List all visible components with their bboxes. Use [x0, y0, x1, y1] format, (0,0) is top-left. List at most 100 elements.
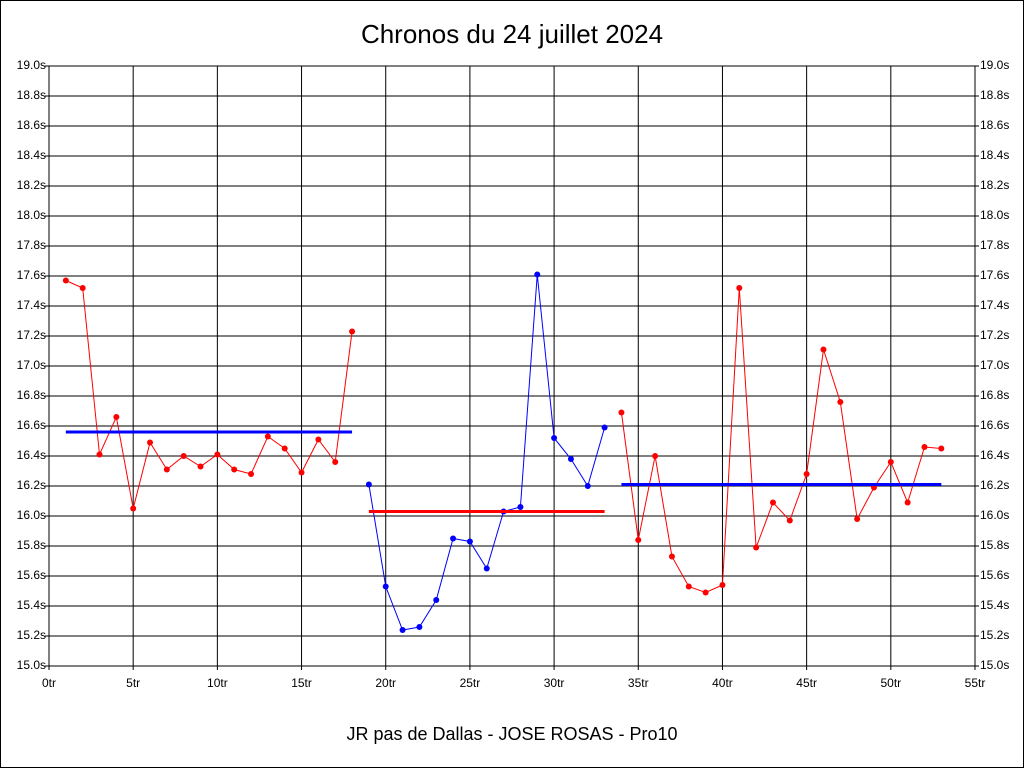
data-point [298, 469, 305, 476]
data-point [837, 399, 844, 405]
series-line [65, 280, 353, 509]
y-tick-label-right: 19.0s [980, 58, 1009, 72]
y-tick-label: 17.6s [17, 268, 46, 282]
x-tick-label: 40tr [712, 676, 733, 690]
data-point [382, 583, 389, 590]
data-point [332, 459, 339, 465]
data-point [113, 414, 120, 420]
data-point [214, 451, 221, 458]
data-point [702, 589, 709, 596]
y-tick-label: 18.2s [17, 178, 46, 192]
y-tick-label: 18.0s [17, 208, 46, 222]
data-point [534, 271, 541, 278]
y-tick-label-right: 16.2s [980, 478, 1009, 492]
data-point [365, 481, 372, 488]
y-tick-label: 18.4s [17, 148, 46, 162]
data-point [551, 435, 558, 441]
y-tick-label-right: 16.4s [980, 448, 1009, 462]
y-tick-label-right: 18.4s [980, 148, 1009, 162]
y-tick-label: 18.6s [17, 118, 46, 132]
x-tick-label: 55tr [965, 676, 986, 690]
data-point [921, 444, 928, 450]
y-tick-label: 16.6s [17, 418, 46, 432]
data-point [163, 466, 170, 473]
data-point [803, 471, 810, 477]
y-tick-label-right: 16.8s [980, 388, 1009, 402]
data-point [517, 504, 524, 510]
y-tick-label: 15.2s [17, 628, 46, 642]
y-tick-label-right: 16.0s [980, 508, 1009, 522]
data-point [62, 277, 69, 284]
y-tick-label: 17.4s [17, 298, 46, 312]
y-tick-label-right: 15.4s [980, 598, 1009, 612]
x-tick-label: 30tr [544, 676, 565, 690]
y-tick-label-right: 17.4s [980, 298, 1009, 312]
y-tick-label-right: 18.6s [980, 118, 1009, 132]
data-point [736, 285, 743, 291]
y-tick-label: 18.8s [17, 88, 46, 102]
y-tick-label-right: 17.8s [980, 238, 1009, 252]
y-tick-label-right: 15.0s [980, 658, 1009, 672]
y-tick-label-right: 17.6s [980, 268, 1009, 282]
y-tick-label: 17.2s [17, 328, 46, 342]
y-tick-label: 17.8s [17, 238, 46, 252]
data-point [668, 553, 675, 560]
y-tick-label-right: 15.2s [980, 628, 1009, 642]
x-tick-label: 0tr [42, 676, 56, 690]
data-point [147, 439, 154, 446]
y-tick-label: 16.0s [17, 508, 46, 522]
data-point [349, 328, 356, 335]
chart-title: Chronos du 24 juillet 2024 [361, 19, 663, 49]
data-point [197, 463, 204, 470]
data-point [618, 409, 625, 416]
data-point [635, 537, 642, 543]
data-point [753, 544, 760, 551]
y-tick-label: 16.4s [17, 448, 46, 462]
y-tick-label-right: 18.0s [980, 208, 1009, 222]
y-tick-label: 15.0s [17, 658, 46, 672]
data-point [315, 436, 322, 443]
data-point [887, 459, 894, 465]
data-point [79, 285, 86, 291]
data-point [264, 433, 271, 440]
series-line [620, 287, 942, 594]
x-tick-label: 20tr [375, 676, 396, 690]
data-point [281, 445, 288, 452]
y-tick-label: 19.0s [17, 58, 46, 72]
data-point [130, 505, 137, 512]
data-point [231, 466, 238, 473]
data-point [685, 583, 692, 590]
y-tick-label-right: 18.8s [980, 88, 1009, 102]
data-point [466, 538, 473, 545]
y-tick-label-right: 16.6s [980, 418, 1009, 432]
data-point [399, 627, 406, 633]
y-tick-label-right: 18.2s [980, 178, 1009, 192]
x-tick-label: 10tr [207, 676, 228, 690]
x-tick-label: 35tr [628, 676, 649, 690]
y-tick-label-right: 17.2s [980, 328, 1009, 342]
data-point [786, 517, 793, 524]
x-axis-label: JR pas de Dallas - JOSE ROSAS - Pro10 [346, 724, 677, 744]
y-tick-label-right: 17.0s [980, 358, 1009, 372]
y-tick-label: 16.8s [17, 388, 46, 402]
data-point [938, 445, 945, 452]
x-tick-label: 25tr [460, 676, 481, 690]
data-point [248, 471, 255, 477]
data-point [904, 499, 911, 506]
y-tick-label-right: 15.6s [980, 568, 1009, 582]
y-tick-label: 15.4s [17, 598, 46, 612]
data-point [483, 565, 490, 572]
data-point [820, 346, 827, 353]
data-point [854, 516, 861, 522]
data-point [96, 451, 103, 458]
data-point [769, 499, 776, 506]
data-point [450, 535, 457, 542]
x-tick-label: 45tr [796, 676, 817, 690]
data-point [601, 424, 608, 431]
plot-frame [48, 65, 976, 667]
x-tick-label: 15tr [291, 676, 312, 690]
y-tick-label: 15.8s [17, 538, 46, 552]
data-point [719, 582, 726, 588]
y-tick-label: 15.6s [17, 568, 46, 582]
